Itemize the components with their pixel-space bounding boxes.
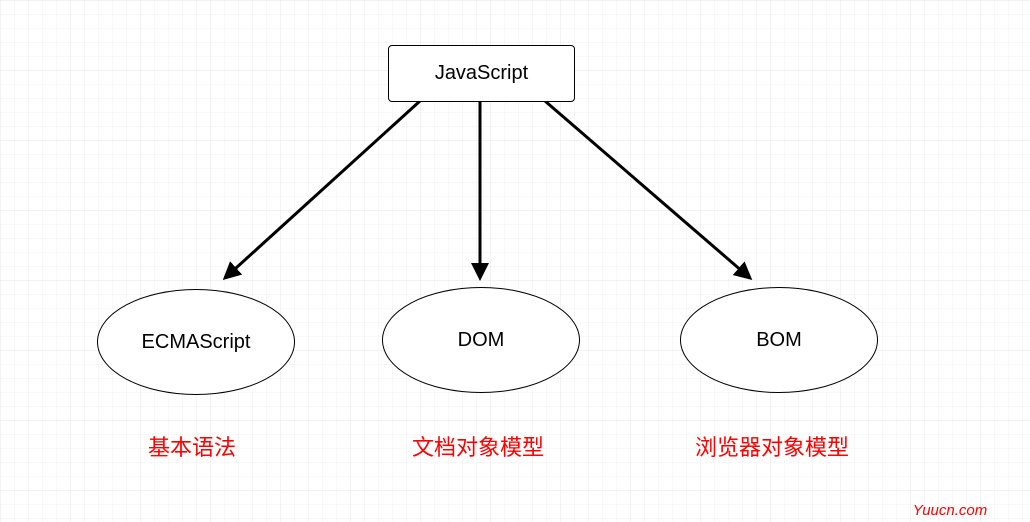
child-caption-bom: 浏览器对象模型: [695, 430, 849, 462]
child-node-ecmascript: ECMAScript: [97, 289, 295, 395]
child-label-bom: BOM: [756, 329, 802, 352]
root-label: JavaScript: [435, 62, 528, 85]
child-label-dom: DOM: [458, 329, 505, 352]
child-node-dom: DOM: [382, 287, 580, 393]
watermark: Yuucn.com: [913, 502, 987, 519]
child-label-ecmascript: ECMAScript: [142, 331, 251, 354]
child-node-bom: BOM: [680, 287, 878, 393]
child-caption-ecmascript: 基本语法: [148, 430, 236, 462]
child-caption-dom: 文档对象模型: [412, 430, 544, 462]
root-node: JavaScript: [388, 45, 575, 102]
